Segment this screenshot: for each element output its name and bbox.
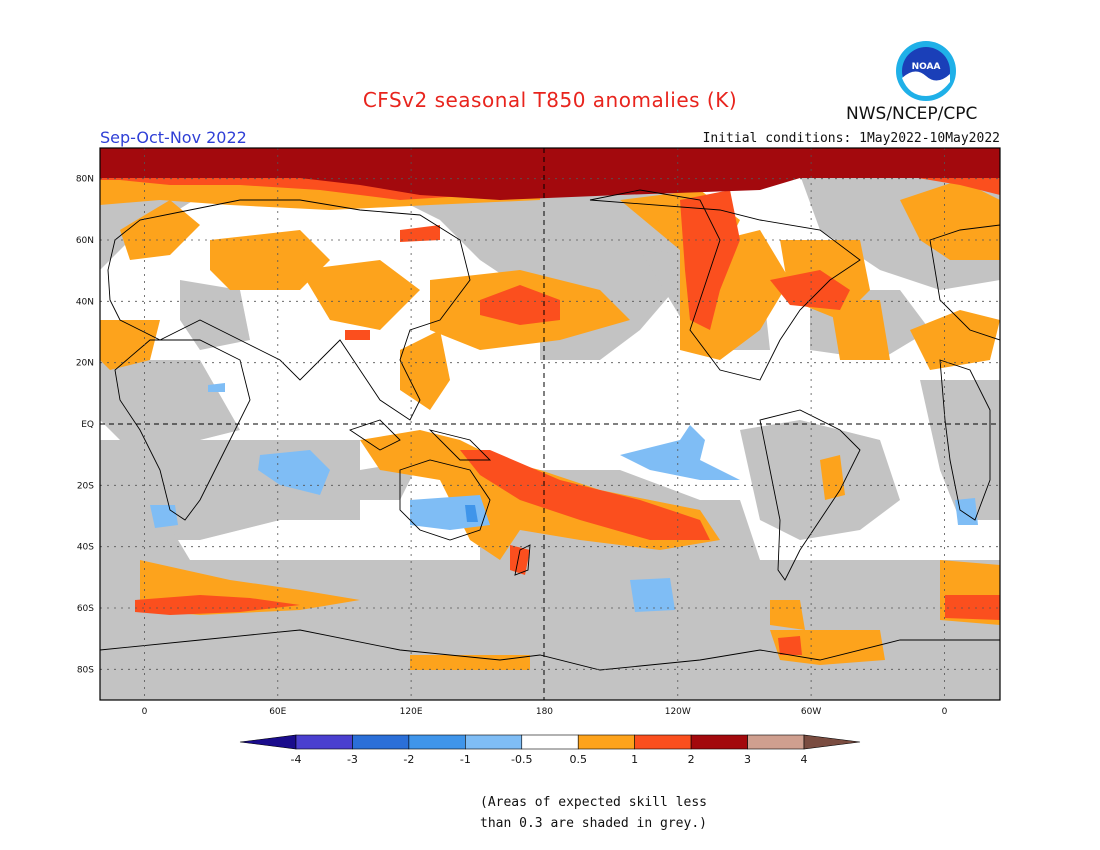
- lat-tick-label: 40N: [76, 297, 94, 307]
- colorbar-high-triangle: [803, 734, 861, 750]
- map-title: CFSv2 seasonal T850 anomalies (K): [362, 88, 738, 112]
- colorbar-box: [577, 734, 635, 750]
- lat-lon-grid: [100, 148, 1000, 700]
- colorbar-box: [408, 734, 466, 750]
- colorbar-box: [352, 734, 410, 750]
- lon-tick-label: 120E: [400, 707, 423, 717]
- colorbar-box: [747, 734, 805, 750]
- colorbar-label: 3: [744, 753, 751, 766]
- logo-text: NOAA: [912, 62, 941, 72]
- colorbar-box: [521, 734, 579, 750]
- lat-tick-label: 60S: [77, 604, 94, 614]
- colorbar-box: [295, 734, 353, 750]
- cool-anomaly-1-2: [465, 505, 478, 522]
- coastlines: [100, 189, 1000, 671]
- map-field: [100, 148, 1000, 700]
- colorbar-box: [690, 734, 748, 750]
- lon-tick-label: 60E: [269, 707, 286, 717]
- initial-conditions: Initial conditions: 1May2022-10May2022: [702, 131, 1000, 146]
- colorbar-label: -3: [347, 753, 358, 766]
- season-label: Sep-Oct-Nov 2022: [100, 128, 247, 147]
- lat-tick-label: 40S: [77, 543, 94, 553]
- colorbar-label: -4: [291, 753, 302, 766]
- colorbar-low-triangle: [239, 734, 297, 750]
- lat-tick-label: 20N: [76, 359, 94, 369]
- lon-tick-label: 120W: [665, 707, 691, 717]
- lat-tick-label: 80S: [77, 665, 94, 675]
- lat-tick-label: 80N: [76, 175, 94, 185]
- lon-tick-label: 0: [142, 707, 148, 717]
- axis-labels: 80N 60N 40N 20N EQ 20S 40S 60S 80S 0 60E 120E 180 120…: [76, 175, 948, 717]
- lat-tick-label: 60N: [76, 236, 94, 246]
- lon-tick-label: 60W: [801, 707, 821, 717]
- skill-note: (Areas of expected skill less than 0.3 a…: [480, 792, 707, 834]
- warm-anomaly-2-3-arctic: [300, 178, 800, 200]
- colorbar-label: -2: [403, 753, 414, 766]
- colorbar-label: 1: [631, 753, 638, 766]
- cool-anomaly-0.5-1: [150, 383, 978, 612]
- skill-note-line2: than 0.3 are shaded in grey.): [480, 816, 707, 831]
- colorbar-label: 0.5: [569, 753, 587, 766]
- map-frame: [99, 147, 1001, 701]
- colorbar-box: [634, 734, 692, 750]
- lat-tick-label: 20S: [77, 481, 94, 491]
- colorbar-label: 2: [688, 753, 695, 766]
- lat-tick-label: EQ: [81, 420, 94, 430]
- skill-note-line1: (Areas of expected skill less: [480, 795, 707, 810]
- lon-tick-label: 180: [536, 707, 553, 717]
- colorbar-label: -1: [460, 753, 471, 766]
- lon-tick-label: 0: [942, 707, 948, 717]
- noaa-logo: NOAA: [896, 41, 956, 101]
- warm-anomaly-2-3: [100, 148, 1000, 178]
- colorbar-label: 4: [801, 753, 808, 766]
- colorbar-label: -0.5: [511, 753, 532, 766]
- colorbar: -4 -3 -2 -1 -0.5 0.5 1 2 3 4: [239, 734, 861, 766]
- organization-label: NWS/NCEP/CPC: [846, 104, 978, 124]
- colorbar-box: [465, 734, 523, 750]
